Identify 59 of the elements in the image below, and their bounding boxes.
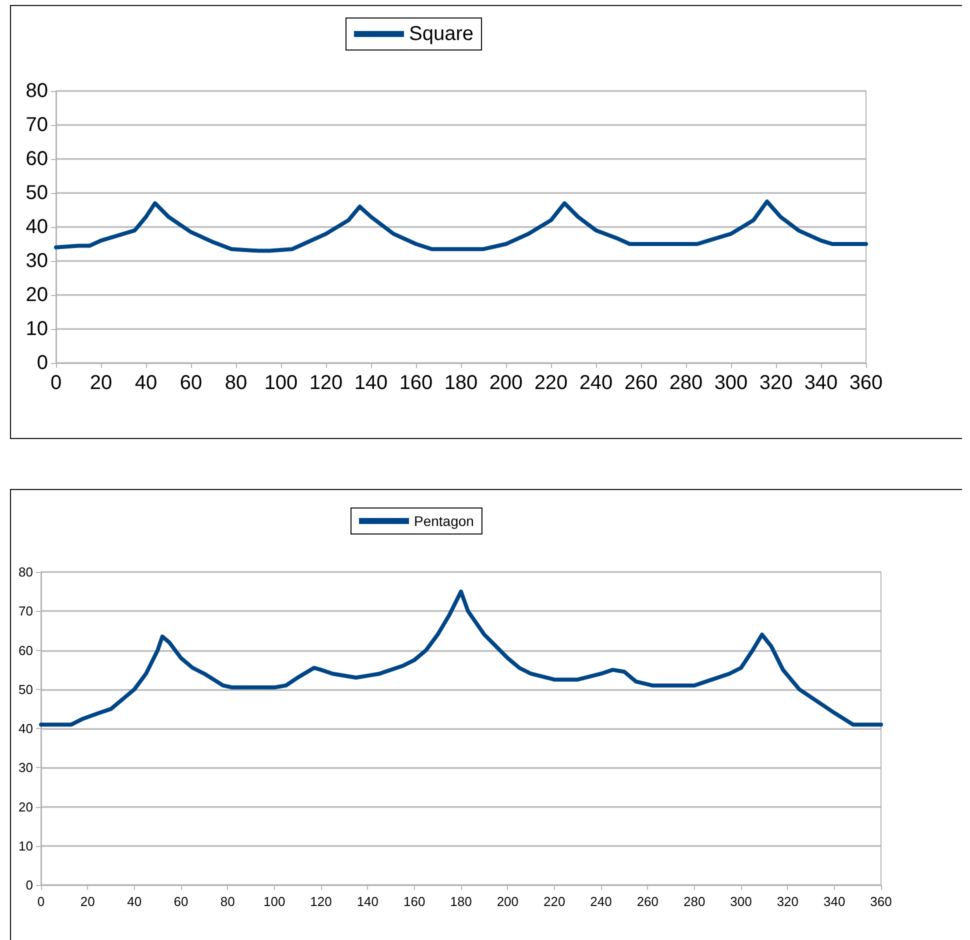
- y-tick-label: 80: [26, 80, 48, 102]
- x-tick-label: 140: [354, 372, 388, 394]
- x-tick-label: 60: [174, 894, 188, 909]
- x-tick-label: 340: [823, 894, 846, 909]
- x-tick-label: 200: [489, 372, 523, 394]
- x-tick-label: 180: [450, 894, 472, 909]
- y-tick-label: 80: [18, 564, 33, 580]
- y-tick-label: 70: [18, 604, 33, 619]
- legend-label: Pentagon: [414, 513, 474, 529]
- x-tick-label: 300: [730, 894, 752, 909]
- x-tick-label: 360: [849, 372, 883, 394]
- y-tick-label: 60: [18, 642, 33, 658]
- x-tick-label: 220: [534, 372, 568, 394]
- x-tick-label: 20: [80, 894, 95, 909]
- y-tick-label: 0: [26, 878, 33, 892]
- x-tick-label: 200: [496, 894, 519, 909]
- x-tick-label: 20: [90, 372, 112, 394]
- x-tick-label: 100: [264, 372, 298, 394]
- x-tick-label: 100: [263, 894, 286, 909]
- y-tick-label: 40: [18, 721, 33, 736]
- x-tick-label: 40: [127, 894, 142, 909]
- x-tick-label: 320: [759, 372, 793, 394]
- x-tick-label: 0: [50, 372, 62, 394]
- x-tick-label: 300: [714, 372, 748, 394]
- y-tick-label: 20: [18, 799, 33, 814]
- x-tick-label: 280: [683, 894, 706, 909]
- x-tick-label: 160: [403, 894, 426, 909]
- y-tick-label: 30: [26, 250, 48, 272]
- y-tick-label: 0: [36, 352, 48, 374]
- x-tick-label: 80: [220, 894, 235, 909]
- y-tick-label: 40: [26, 216, 48, 238]
- y-tick-label: 10: [18, 838, 33, 854]
- x-tick-label: 280: [669, 372, 703, 394]
- x-tick-label: 260: [624, 372, 658, 394]
- x-tick-label: 120: [310, 894, 332, 909]
- x-tick-label: 120: [309, 372, 343, 394]
- line-series: [54, 200, 868, 253]
- x-tick-label: 240: [590, 894, 612, 909]
- x-tick-label: 60: [180, 372, 202, 394]
- x-tick-label: 240: [579, 372, 613, 394]
- x-tick-label: 340: [804, 372, 838, 394]
- y-tick-label: 60: [26, 148, 48, 170]
- x-tick-label: 260: [636, 894, 659, 909]
- y-tick-label: 50: [26, 182, 48, 204]
- y-tick-label: 50: [18, 682, 33, 697]
- x-tick-label: 80: [224, 372, 248, 394]
- x-tick-label: 180: [444, 372, 478, 394]
- line-series: [39, 590, 883, 727]
- y-tick-label: 30: [18, 760, 33, 776]
- y-tick-label: 20: [26, 284, 48, 306]
- y-tick-label: 10: [26, 318, 48, 340]
- y-tick-label: 70: [26, 114, 48, 136]
- x-tick-label: 220: [543, 894, 566, 909]
- x-tick-label: 160: [399, 372, 433, 394]
- x-tick-label: 40: [134, 372, 158, 394]
- legend-label: Square: [409, 23, 474, 45]
- x-tick-label: 360: [870, 894, 892, 909]
- x-tick-label: 140: [356, 894, 379, 909]
- x-tick-label: 320: [776, 894, 799, 909]
